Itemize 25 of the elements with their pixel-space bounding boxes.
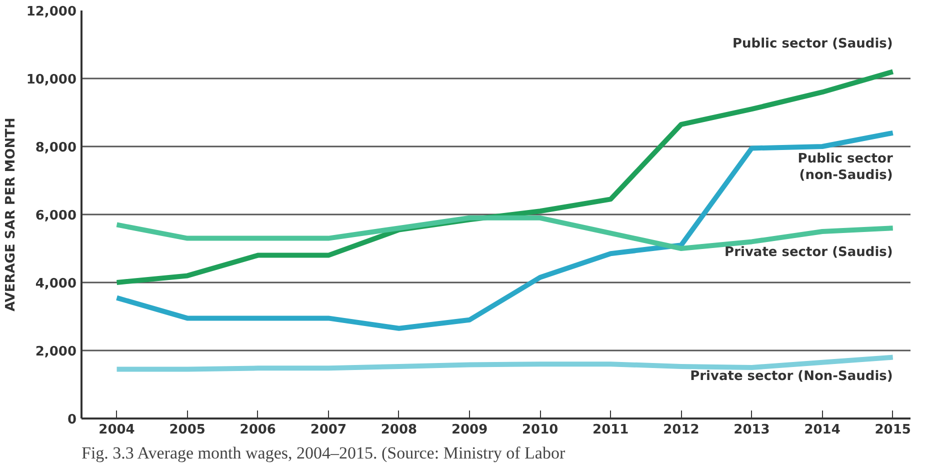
y-tick-label: 10,000 [26,72,77,88]
x-tick-label: 2005 [169,422,206,438]
x-tick-label: 2009 [451,422,488,438]
x-tick-label: 2008 [380,422,418,438]
x-tick-label: 2012 [663,422,700,438]
series-label: Private sector (Non-Saudis) [690,369,893,384]
y-tick-label: 12,000 [26,4,77,20]
y-tick-label: 8,000 [35,140,77,156]
caption: Fig. 3.3 Average month wages, 2004–2015. (Source: Ministry of Labor [82,444,566,462]
y-tick-label: 0 [67,412,76,428]
y-tick-label: 2,000 [35,344,77,360]
y-tick-label: 6,000 [35,208,77,224]
series-label: Public sector (Saudis) [732,36,893,52]
x-tick-label: 2007 [310,422,347,438]
x-tick-label: 2010 [522,422,558,438]
x-tick-label: 2011 [592,422,629,438]
series-label: Public sector (non-Saudis) [798,152,894,184]
x-tick-label: 2014 [804,422,840,438]
x-tick-label: 2004 [98,422,135,438]
x-tick-label: 2015 [874,422,911,438]
y-tick-label: 4,000 [35,276,77,292]
y-axis-title: AVERAGE SAR PER MONTH [3,118,18,312]
series-label: Private sector (Saudis) [724,245,893,260]
x-tick-label: 2013 [734,422,770,438]
x-tick-label: 2006 [240,422,276,438]
